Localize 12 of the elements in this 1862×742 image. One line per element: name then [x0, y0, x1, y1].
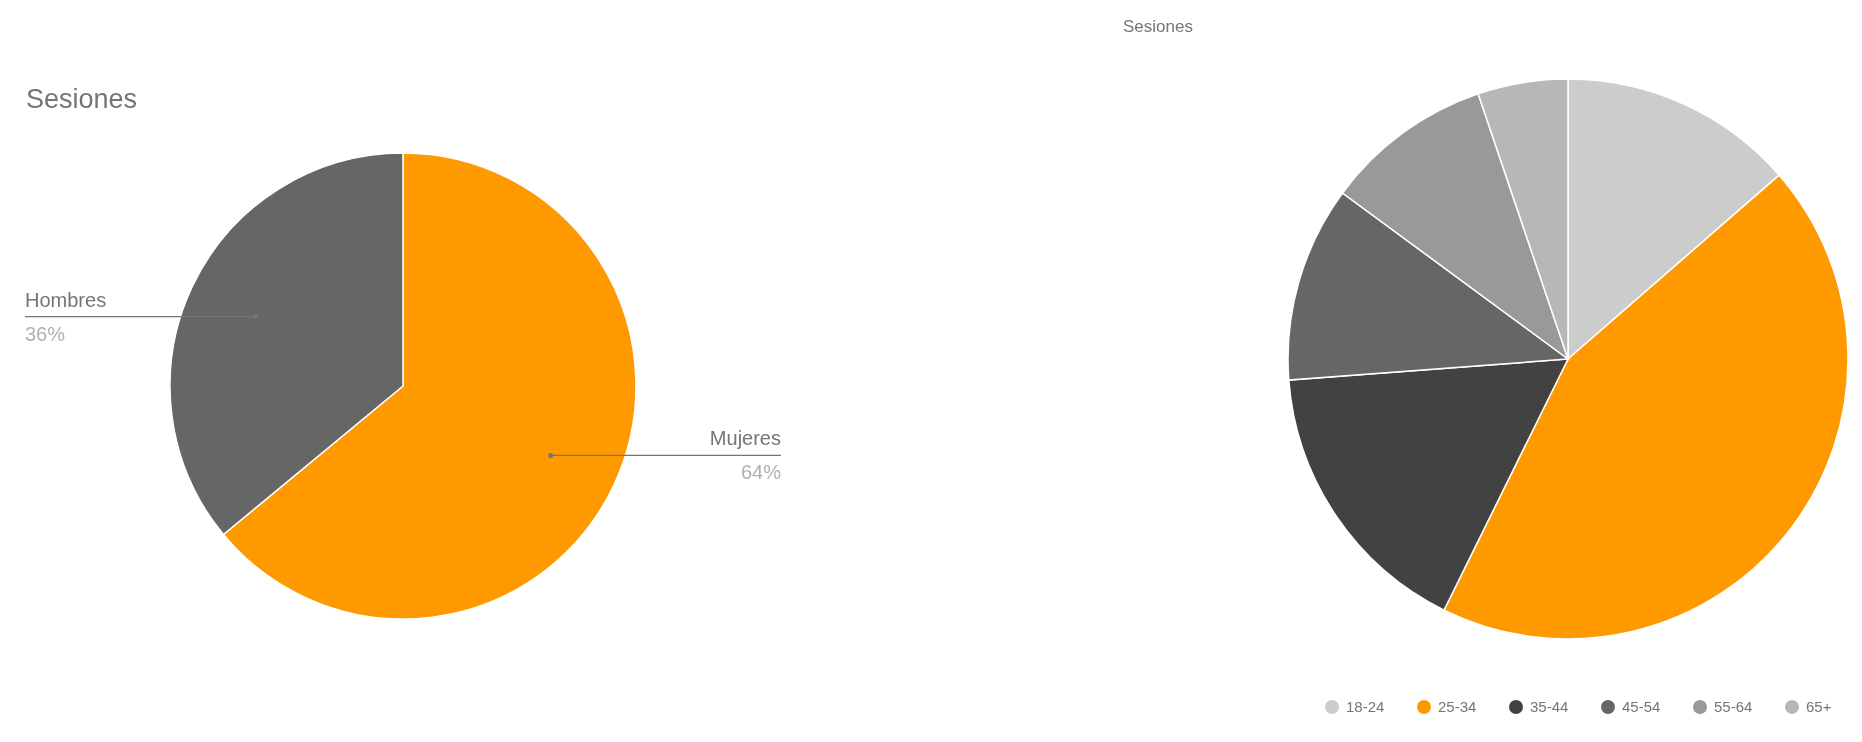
legend-label: 18-24 [1346, 698, 1385, 715]
data-label: 36% [25, 322, 66, 345]
legend-label: 25-34 [1438, 698, 1477, 715]
legend-label: 65+ [1806, 698, 1832, 715]
chart-title: Sesiones [26, 84, 138, 114]
legend-label: 55-64 [1714, 698, 1753, 715]
legend-label: 35-44 [1530, 698, 1569, 715]
slice-label: Mujeres [709, 427, 781, 450]
data-label: 64% [740, 461, 782, 484]
legend-label: 45-54 [1622, 698, 1661, 715]
slice-label: Hombres [25, 288, 107, 311]
chart-title: Sesiones [1123, 17, 1193, 36]
